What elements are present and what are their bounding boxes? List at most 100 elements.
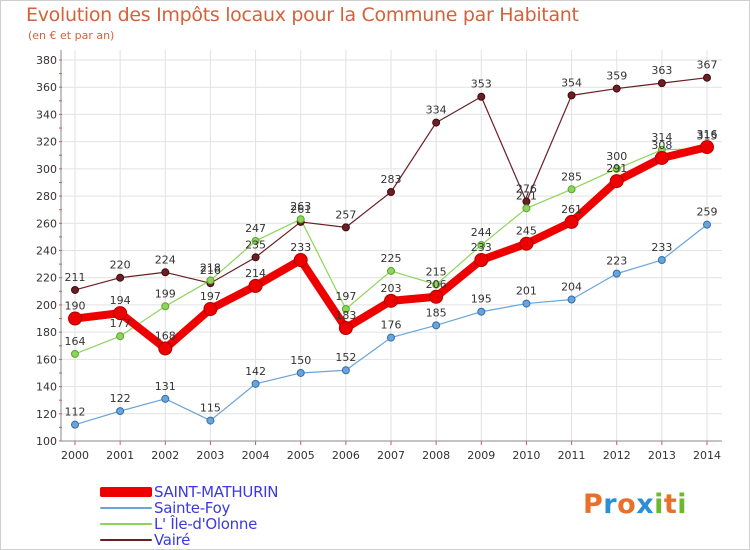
data-label-sainte-foy: 150: [290, 354, 311, 367]
data-label-sainte-foy: 131: [155, 380, 176, 393]
legend-swatch-vaire: [100, 539, 152, 541]
x-tick-label: 2002: [151, 449, 179, 462]
data-label-l-ile-d-olonne: 164: [65, 335, 86, 348]
data-label-sainte-foy: 115: [200, 402, 221, 415]
data-point-saint-mathurin: [654, 150, 669, 165]
data-point-sainte-foy: [657, 256, 666, 265]
data-label-l-ile-d-olonne: 244: [471, 226, 492, 239]
legend-label-saint-mathurin: SAINT-MATHURIN: [154, 483, 279, 501]
data-point-l-ile-d-olonne: [296, 215, 305, 224]
data-point-l-ile-d-olonne: [477, 241, 486, 250]
data-point-l-ile-d-olonne: [567, 185, 576, 194]
data-label-l-ile-d-olonne: 197: [335, 290, 356, 303]
data-label-sainte-foy: 176: [381, 319, 402, 332]
data-label-saint-mathurin: 168: [155, 329, 176, 342]
data-point-saint-mathurin: [429, 289, 444, 304]
data-label-saint-mathurin: 308: [651, 139, 672, 152]
data-label-vaire: 359: [606, 70, 627, 83]
data-point-vaire: [657, 79, 666, 88]
data-label-sainte-foy: 259: [697, 206, 718, 219]
data-point-l-ile-d-olonne: [251, 236, 260, 245]
y-tick-label: 380: [36, 54, 57, 67]
chart-subtitle: (en € et par an): [28, 29, 115, 42]
data-point-sainte-foy: [567, 295, 576, 304]
data-label-sainte-foy: 195: [471, 293, 492, 306]
data-point-l-ile-d-olonne: [71, 349, 79, 358]
x-tick-label: 2008: [422, 449, 450, 462]
data-label-saint-mathurin: 291: [606, 162, 627, 175]
data-point-sainte-foy: [206, 416, 215, 425]
data-label-saint-mathurin: 203: [381, 282, 402, 295]
data-point-sainte-foy: [296, 368, 305, 377]
data-label-sainte-foy: 233: [651, 241, 672, 254]
x-tick-label: 2011: [558, 449, 586, 462]
data-point-vaire: [477, 92, 486, 101]
data-label-sainte-foy: 201: [516, 285, 537, 298]
legend-swatch-sainte-foy: [100, 507, 152, 509]
data-point-l-ile-d-olonne: [612, 164, 621, 173]
data-point-saint-mathurin: [700, 140, 714, 155]
data-point-l-ile-d-olonne: [341, 305, 350, 314]
data-label-l-ile-d-olonne: 225: [381, 252, 402, 265]
data-label-saint-mathurin: 316: [697, 128, 718, 141]
y-tick-label: 180: [36, 326, 57, 339]
y-tick-label: 200: [36, 299, 57, 312]
data-label-l-ile-d-olonne: 177: [110, 317, 131, 330]
y-tick-label: 220: [36, 272, 57, 285]
x-tick-label: 2005: [287, 449, 315, 462]
data-point-sainte-foy: [71, 420, 79, 429]
data-point-sainte-foy: [612, 269, 621, 278]
data-point-l-ile-d-olonne: [161, 302, 170, 311]
data-label-l-ile-d-olonne: 199: [155, 287, 176, 300]
legend-swatch-ile-d-olonne: [100, 523, 152, 525]
data-point-saint-mathurin: [384, 293, 398, 308]
data-label-vaire: 283: [381, 173, 402, 186]
data-label-sainte-foy: 122: [110, 392, 131, 405]
data-label-vaire: 261: [290, 203, 311, 216]
data-point-saint-mathurin: [203, 302, 218, 317]
legend-label-sainte-foy: Sainte-Foy: [154, 499, 231, 517]
data-point-vaire: [567, 91, 576, 100]
data-point-vaire: [612, 84, 621, 93]
data-label-l-ile-d-olonne: 218: [200, 261, 221, 274]
data-label-saint-mathurin: 233: [471, 241, 492, 254]
x-tick-label: 2012: [603, 449, 631, 462]
chart-title: Evolution des Impôts locaux pour la Comm…: [26, 4, 579, 26]
data-point-sainte-foy: [251, 379, 260, 388]
data-point-saint-mathurin: [68, 311, 82, 326]
data-point-l-ile-d-olonne: [432, 280, 441, 289]
legend-swatch-saint-mathurin: [100, 487, 152, 497]
data-label-l-ile-d-olonne: 263: [290, 200, 311, 213]
data-point-saint-mathurin: [293, 253, 308, 268]
x-tick-label: 2000: [61, 449, 89, 462]
data-point-sainte-foy: [116, 407, 125, 416]
data-label-saint-mathurin: 197: [200, 290, 221, 303]
data-label-sainte-foy: 152: [335, 351, 356, 364]
x-tick-label: 2007: [377, 449, 405, 462]
logo-letter: P: [583, 489, 604, 520]
data-point-l-ile-d-olonne: [522, 204, 531, 213]
data-point-sainte-foy: [432, 321, 441, 330]
data-point-sainte-foy: [522, 299, 531, 308]
logo-letter: i: [654, 489, 664, 520]
data-point-vaire: [161, 268, 170, 277]
logo-letter: t: [663, 489, 678, 520]
data-point-vaire: [432, 118, 441, 127]
data-label-vaire: 276: [516, 183, 537, 196]
data-label-saint-mathurin: 261: [561, 203, 582, 216]
data-point-saint-mathurin: [113, 306, 128, 321]
y-tick-label: 160: [36, 353, 57, 366]
data-label-saint-mathurin: 194: [110, 294, 131, 307]
data-point-vaire: [251, 253, 260, 262]
y-tick-label: 140: [36, 381, 57, 394]
data-label-l-ile-d-olonne: 285: [561, 170, 582, 183]
data-label-vaire: 224: [155, 253, 176, 266]
data-label-sainte-foy: 112: [65, 406, 86, 419]
data-point-vaire: [387, 187, 395, 196]
data-label-saint-mathurin: 214: [245, 267, 266, 280]
data-point-l-ile-d-olonne: [387, 266, 395, 275]
data-label-vaire: 367: [697, 59, 718, 72]
y-tick-label: 100: [36, 435, 57, 448]
data-label-saint-mathurin: 233: [290, 241, 311, 254]
